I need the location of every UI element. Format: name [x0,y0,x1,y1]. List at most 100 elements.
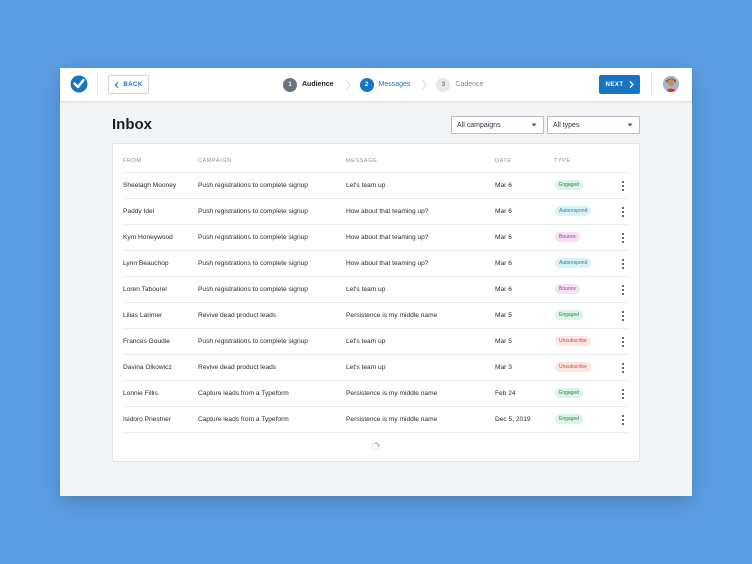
step-number: 3 [436,77,451,92]
campaign-filter-value: All campaigns [457,121,501,129]
checkmark-logo-icon[interactable] [70,75,88,93]
table-row[interactable]: Davina Olkowicz Revive dead product leads… [113,355,639,381]
message-cell: How about that teaming up? [346,260,429,267]
campaign-cell: Push registrations to complete signup [198,208,308,215]
step-audience[interactable]: 1 Audience [283,77,334,92]
table-row[interactable]: Lilias Larimer Revive dead product leads P… [113,303,639,329]
step-label: Messages [378,81,411,88]
column-header-message[interactable]: MESSAGE [346,158,378,164]
column-header-from[interactable]: FROM [123,158,142,164]
step-label: Audience [302,81,334,88]
message-cell: Let's team up [346,182,386,189]
campaign-filter-select[interactable]: All campaigns [451,116,544,134]
avatar[interactable] [663,76,679,92]
status-badge: Autorespond [555,258,592,268]
step-cadence[interactable]: 3 Cadence [436,77,484,92]
date-cell: Mar 6 [495,286,512,293]
table-row[interactable]: Loren Tabourel Push registrations to comp… [113,277,639,303]
back-button-label: BACK [123,81,143,88]
next-button[interactable]: NEXT [599,75,640,94]
column-header-campaign[interactable]: CAMPAIGN [198,158,232,164]
divider [123,302,629,303]
divider [123,328,629,329]
back-button[interactable]: BACK [108,75,149,94]
status-badge: Autorespond [555,206,592,216]
status-badge: Engaged [555,180,584,190]
dot [622,263,624,265]
more-vertical-icon[interactable] [619,363,627,373]
message-cell: Persistence is my middle name [346,416,438,423]
dot [622,363,624,365]
campaign-cell: Push registrations to complete signup [198,286,308,293]
message-cell: Persistence is my middle name [346,312,438,319]
table-row[interactable]: Lynn Beauchop Push registrations to compl… [113,251,639,277]
dot [622,319,624,321]
more-vertical-icon[interactable] [619,207,627,217]
divider [123,406,629,407]
more-vertical-icon[interactable] [619,311,627,321]
table-header: FROM CAMPAIGN MESSAGE DATE TYPE [113,144,639,172]
from-cell: Lonnie Fillis [123,390,158,397]
more-vertical-icon[interactable] [619,415,627,425]
dot [622,233,624,235]
type-filter-select[interactable]: All types [547,116,640,134]
column-header-date[interactable]: DATE [495,158,512,164]
from-cell: Loren Tabourel [123,286,167,293]
from-cell: Davina Olkowicz [123,364,172,371]
date-cell: Feb 24 [495,390,516,397]
type-filter-value: All types [553,121,580,129]
table-row[interactable]: Lonnie Fillis Capture leads from a Typefo… [113,381,639,407]
step-messages[interactable]: 2 Messages [359,77,411,92]
dot [622,423,624,425]
column-header-type[interactable]: TYPE [554,158,571,164]
divider [123,380,629,381]
date-cell: Mar 6 [495,260,512,267]
chevron-right-icon [629,81,634,88]
table-row[interactable]: Sheelagh Mooney Push registrations to com… [113,173,639,199]
chevron-left-icon [114,81,119,88]
from-cell: Sheelagh Mooney [123,182,177,189]
status-badge: Engaged [555,388,584,398]
divider [123,354,629,355]
more-vertical-icon[interactable] [619,259,627,269]
campaign-cell: Push registrations to complete signup [198,182,308,189]
dot [622,393,624,395]
more-vertical-icon[interactable] [619,181,627,191]
divider [97,74,98,95]
dot [622,419,624,421]
dot [622,237,624,239]
message-cell: Persistence is my middle name [346,390,438,397]
divider [651,74,652,95]
dot [622,207,624,209]
step-label: Cadence [455,81,484,88]
date-cell: Mar 5 [495,312,512,319]
table-row[interactable]: Isidoro Priestner Capture leads from a Ty… [113,407,639,433]
table-row[interactable]: Kym Honeywood Push registrations to compl… [113,225,639,251]
message-cell: How about that teaming up? [346,234,429,241]
date-cell: Dec 5, 2019 [495,416,531,423]
dot [622,371,624,373]
dot [622,415,624,417]
app-window: BACK 1 Audience 2 Messages 3 Cadence [60,68,692,496]
divider [123,198,629,199]
status-badge: Bounce [555,232,580,242]
table-row[interactable]: Frances Goudie Push registrations to comp… [113,329,639,355]
chevron-right-icon [345,78,351,91]
from-cell: Frances Goudie [123,338,170,345]
more-vertical-icon[interactable] [619,389,627,399]
dot [622,215,624,217]
from-cell: Isidoro Priestner [123,416,172,423]
chevron-right-icon [421,78,428,91]
page-title: Inbox [112,116,152,133]
user-avatar-icon [663,76,679,92]
divider [123,432,629,433]
divider [123,172,629,173]
table-row[interactable]: Paddy Idel Push registrations to complete… [113,199,639,225]
more-vertical-icon[interactable] [619,285,627,295]
top-bar: BACK 1 Audience 2 Messages 3 Cadence [60,68,692,102]
more-vertical-icon[interactable] [619,233,627,243]
next-button-label: NEXT [605,81,624,88]
from-cell: Lilias Larimer [123,312,163,319]
dot [622,259,624,261]
more-vertical-icon[interactable] [619,337,627,347]
